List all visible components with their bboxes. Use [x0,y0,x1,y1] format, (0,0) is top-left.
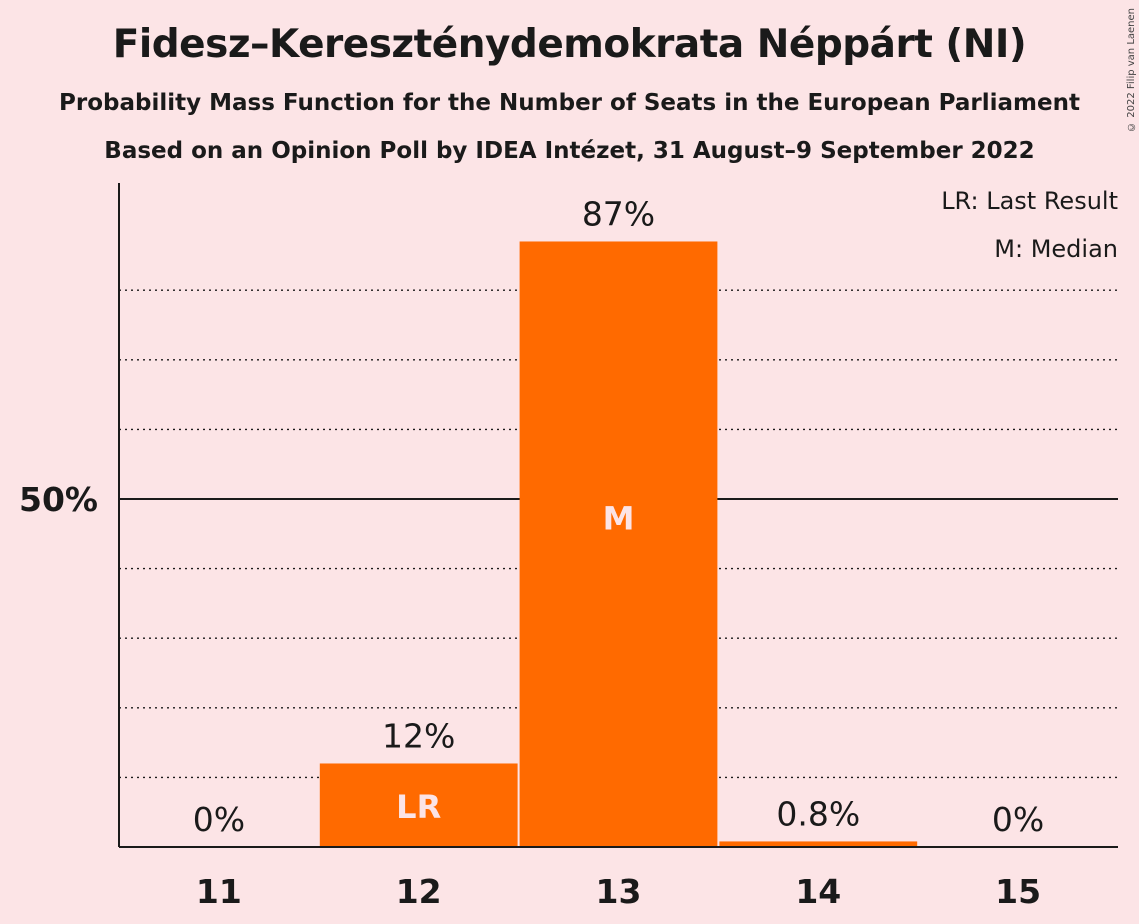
bar-value-label: 0% [992,800,1044,839]
chart-source-subtitle: Based on an Opinion Poll by IDEA Intézet… [104,138,1035,164]
bars-layer [319,241,918,848]
axes-layer [118,183,1118,848]
legend-last-result: LR: Last Result [941,187,1118,215]
bar-value-label: 87% [582,194,655,233]
bar-value-label: 12% [382,716,455,755]
labels-layer: 50% 0% 11 12% LR 12 87% M 13 0.8% 14 0% 15 [19,194,1044,911]
bar-value-label: 0% [193,800,245,839]
chart-title: Fidesz–Kereszténydemokrata Néppárt (NI) [112,22,1027,67]
x-tick-label: 12 [396,872,442,911]
chart-subtitle: Probability Mass Function for the Number… [59,90,1080,116]
bar [319,763,518,847]
y-tick-label: 50% [19,480,98,519]
bar [519,241,718,848]
x-tick-label: 13 [596,872,642,911]
bar-marker-label: M [603,499,635,537]
bar [719,841,918,847]
x-tick-label: 14 [795,872,841,911]
bar-value-label: 0.8% [776,794,860,833]
bar-marker-label: LR [396,788,441,826]
x-tick-label: 11 [196,872,242,911]
x-tick-label: 15 [995,872,1041,911]
legend-median: M: Median [994,235,1118,263]
